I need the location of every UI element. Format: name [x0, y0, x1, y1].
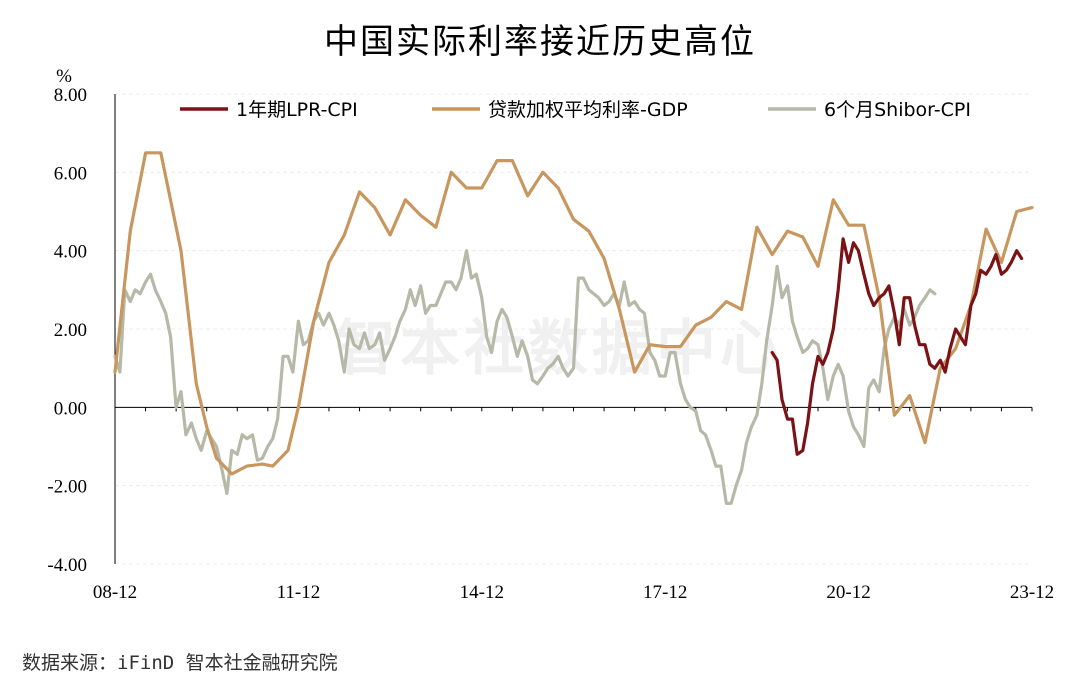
series-line-2 [113, 249, 937, 505]
y-tick-label: 2.00 [54, 320, 87, 341]
series-line-1 [113, 151, 1034, 476]
legend-label-1: 贷款加权平均利率-GDP [488, 99, 688, 121]
watermark: 智本社数据中心 [336, 314, 784, 384]
axis-layer: 8.00 6.00 4.00 2.00 0.00 -2.00 -4.00% 08-12 11-1… [47, 66, 1054, 603]
series-line-0 [770, 237, 1024, 456]
x-tick-label: 11-12 [277, 582, 321, 603]
x-tick-label: 17-12 [643, 582, 687, 603]
chart-title: 中国实际利率接近历史高位 [324, 22, 756, 62]
legend-label-2: 6个月Shibor-CPI [824, 99, 971, 121]
legend-label-0: 1年期LPR-CPI [236, 99, 358, 121]
x-tick-label: 14-12 [460, 582, 504, 603]
y-tick-label: 8.00 [54, 85, 87, 106]
y-axis-unit: % [56, 66, 72, 87]
x-tick-label: 23-12 [1010, 582, 1054, 603]
legend: 1年期LPR-CPI 贷款加权平均利率-GDP 6个月Shibor-CPI [180, 99, 971, 121]
y-tick-label: 4.00 [54, 242, 87, 263]
y-tick-label: 6.00 [54, 163, 87, 184]
x-tick-label: 08-12 [93, 582, 137, 603]
data-source-note: 数据来源：iFinD 智本社金融研究院 [22, 652, 338, 674]
y-tick-label: -2.00 [47, 477, 87, 498]
grid-layer [115, 93, 1032, 565]
series-layer [113, 151, 1034, 505]
y-tick-label: -4.00 [47, 555, 87, 576]
y-tick-label: 0.00 [54, 398, 87, 419]
x-tick-label: 20-12 [826, 582, 870, 603]
